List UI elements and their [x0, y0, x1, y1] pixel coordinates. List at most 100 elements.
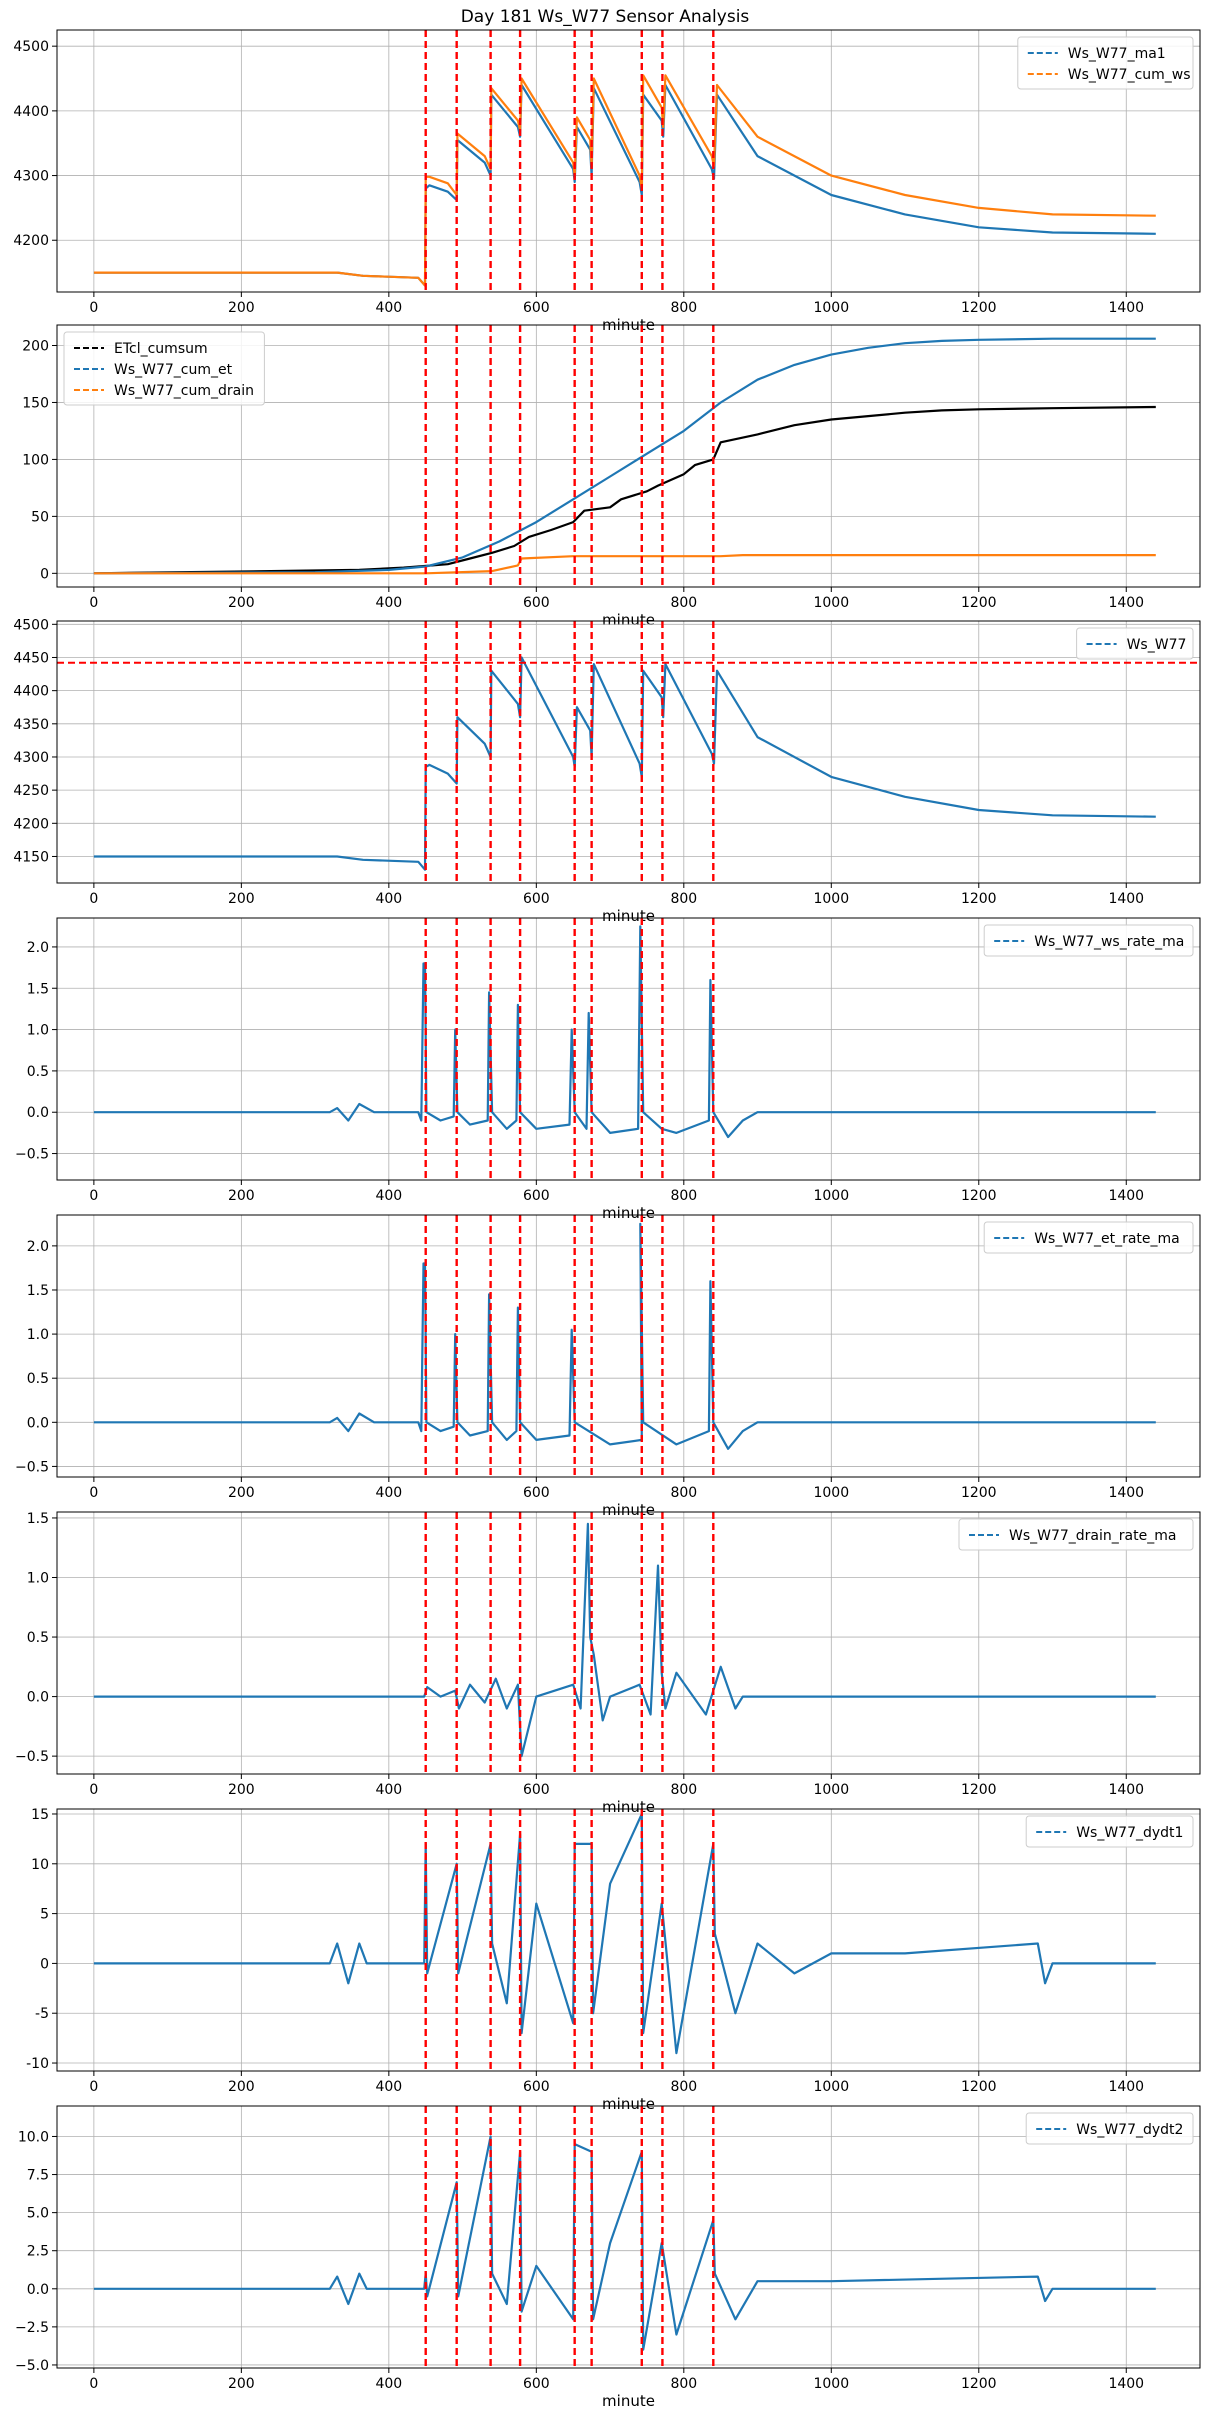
y-tick-label: 10.0 [18, 2129, 49, 2145]
y-tick-label: 1.5 [27, 981, 49, 997]
x-tick-label: 400 [375, 1485, 402, 1501]
x-tick-label: 1400 [1108, 595, 1144, 611]
x-tick-label: 600 [523, 2376, 550, 2392]
x-tick-label: 200 [228, 1782, 255, 1798]
subplot-3: 0 200 400 600 800 1000 1200 1400 4150 4200 4250 430… [13, 617, 1201, 925]
plot-area [93, 1512, 1156, 1774]
x-tick-label: 1400 [1108, 2079, 1144, 2095]
axes-frame [56, 2105, 1201, 2369]
x-tick-label: 0 [89, 595, 98, 611]
x-tick-label: 1400 [1108, 1485, 1144, 1501]
axes-frame [56, 324, 1201, 588]
y-tick-label: 0.0 [27, 2282, 49, 2298]
x-tick-label: 800 [670, 300, 697, 316]
x-tick-label: 1000 [813, 891, 849, 907]
legend: Ws_W77 [1076, 627, 1194, 660]
legend: Ws_W77_et_rate_ma [983, 1221, 1194, 1254]
x-tick-label: 1200 [961, 891, 997, 907]
x-tick-label: 200 [228, 2376, 255, 2392]
legend-label: Ws_W77_dydt1 [1076, 1825, 1183, 1841]
legend: ETcl_cumsum Ws_W77_cum_et Ws_W77_cum_drain [63, 331, 265, 406]
series-line-Ws_W77_cum_drain [93, 553, 1156, 575]
y-tick-label: 2.0 [27, 1239, 49, 1255]
plot-area [93, 918, 1156, 1180]
x-tick-label: 800 [670, 2079, 697, 2095]
x-tick-label: 1000 [813, 1782, 849, 1798]
y-tick-label: 5.0 [27, 2206, 49, 2222]
y-tick-label: 4250 [13, 783, 49, 799]
plot-area [93, 30, 1156, 292]
legend-label: Ws_W77_cum_drain [114, 383, 254, 399]
x-tick-label: 400 [375, 300, 402, 316]
x-tick-label: 0 [89, 891, 98, 907]
x-tick-label: 1000 [813, 595, 849, 611]
y-tick-label: 15 [31, 1807, 49, 1823]
x-tick-label: 1400 [1108, 891, 1144, 907]
x-tick-label: 1000 [813, 2376, 849, 2392]
axes-frame [56, 620, 1201, 884]
x-tick-label: 1200 [961, 1485, 997, 1501]
y-tick-label: 4500 [13, 617, 49, 633]
x-tick-label: 200 [228, 1188, 255, 1204]
x-tick-label: 800 [670, 1485, 697, 1501]
grid [57, 1512, 1200, 1774]
y-tick-label: −0.5 [15, 1147, 49, 1163]
y-tick-label: 200 [22, 339, 49, 355]
legend: Ws_W77_ma1 Ws_W77_cum_ws [1017, 36, 1194, 90]
y-tick-label: 100 [22, 452, 49, 468]
x-tick-label: 600 [523, 300, 550, 316]
grid [57, 325, 1200, 587]
x-tick-label: 1200 [961, 1188, 997, 1204]
x-tick-label: 1400 [1108, 300, 1144, 316]
subplot-7: 0 200 400 600 800 1000 1200 1400 -10 -5 0 5 10 15 minu… [26, 1807, 1201, 2113]
x-tick-label: 1000 [813, 1188, 849, 1204]
x-axis-label: minute [602, 2392, 655, 2410]
x-tick-label: 600 [523, 1485, 550, 1501]
y-tick-label: 4150 [13, 849, 49, 865]
y-tick-label: 4450 [13, 650, 49, 666]
plot-area [93, 1809, 1156, 2071]
x-tick-label: 0 [89, 2376, 98, 2392]
legend-box [958, 1518, 1194, 1551]
y-tick-label: 1.0 [27, 1571, 49, 1587]
y-tick-label: 150 [22, 395, 49, 411]
legend-box [63, 331, 265, 406]
x-tick-label: 400 [375, 1782, 402, 1798]
y-tick-label: 0.0 [27, 1105, 49, 1121]
y-tick-label: −5.0 [15, 2358, 49, 2374]
x-tick-label: 400 [375, 1188, 402, 1204]
legend-box [1025, 1815, 1194, 1848]
x-axis-label: minute [602, 1501, 655, 1519]
x-tick-label: 200 [228, 1485, 255, 1501]
y-tick-label: 4300 [13, 750, 49, 766]
y-tick-label: 4300 [13, 169, 49, 185]
legend-label: Ws_W77_dydt2 [1076, 2122, 1183, 2138]
x-axis-label: minute [602, 1204, 655, 1222]
y-tick-label: 0 [40, 566, 49, 582]
legend-label: Ws_W77_cum_et [114, 362, 233, 378]
x-tick-label: 800 [670, 1188, 697, 1204]
grid [57, 1809, 1200, 2071]
x-tick-label: 1400 [1108, 1188, 1144, 1204]
x-axis-label: minute [602, 907, 655, 925]
x-tick-label: 400 [375, 891, 402, 907]
x-tick-label: 1200 [961, 2376, 997, 2392]
axes-frame [56, 1808, 1201, 2072]
x-tick-label: 200 [228, 300, 255, 316]
plot-area [93, 325, 1156, 587]
x-axis-label: minute [602, 2095, 655, 2113]
x-tick-label: 800 [670, 891, 697, 907]
y-tick-label: 1.0 [27, 1023, 49, 1039]
legend-box [1025, 2112, 1194, 2145]
grid [57, 621, 1200, 883]
x-tick-label: 1000 [813, 300, 849, 316]
x-axis-label: minute [602, 611, 655, 629]
legend-label: Ws_W77_drain_rate_ma [1009, 1528, 1176, 1544]
x-tick-label: 800 [670, 595, 697, 611]
x-tick-label: 1200 [961, 300, 997, 316]
y-tick-label: 1.5 [27, 1283, 49, 1299]
y-tick-label: −0.5 [15, 1749, 49, 1765]
x-tick-label: 600 [523, 1782, 550, 1798]
series-line-Ws_W77_cum_ws [93, 74, 1156, 287]
